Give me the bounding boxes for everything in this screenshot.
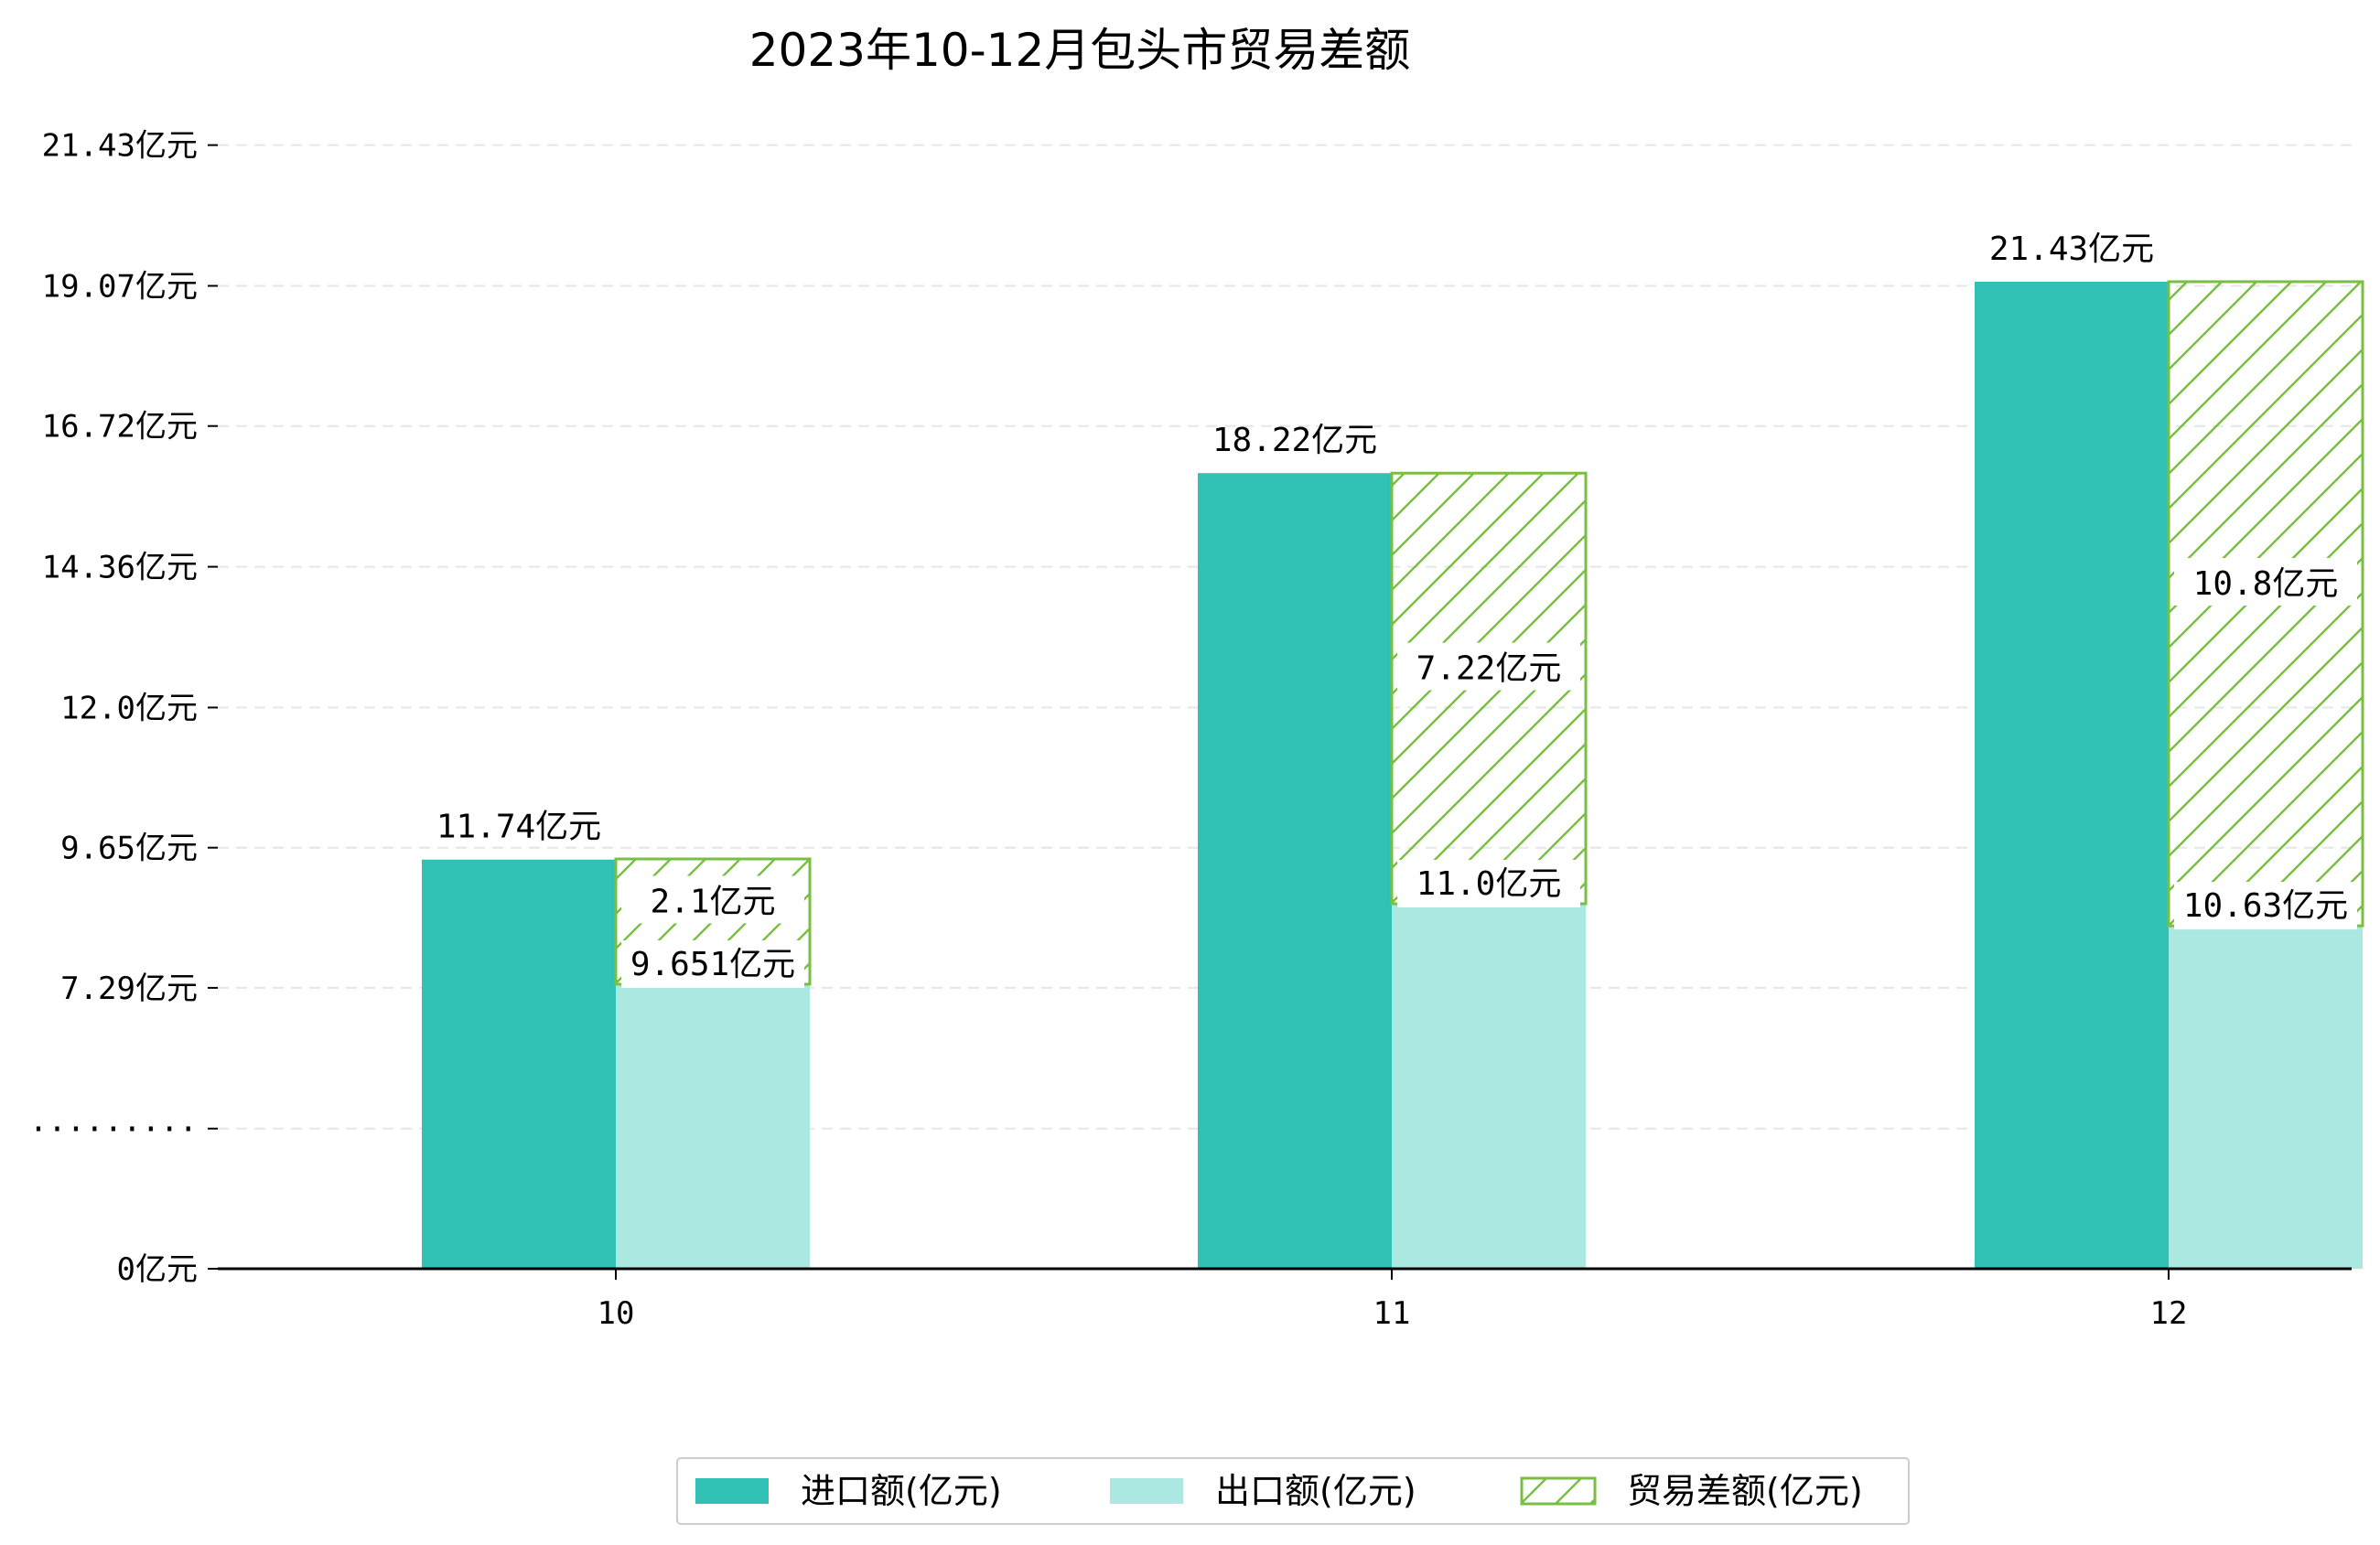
data-label-background — [1397, 642, 1580, 691]
data-label: 7.22亿元 — [1416, 650, 1562, 688]
axes: 0亿元 ········· 7.29亿元 9.65亿元 12.0亿元 14.36亿元 16.… — [29, 128, 2352, 1332]
y-tick-label: 16.72亿元 — [42, 409, 198, 445]
y-tick-label: 14.36亿元 — [42, 550, 198, 586]
data-label: 10.8亿元 — [2193, 565, 2339, 603]
data-label-background — [2174, 558, 2357, 606]
data-label-background — [1397, 859, 1580, 907]
x-tick-label: 10 — [598, 1295, 635, 1332]
y-tick-label: 7.29亿元 — [60, 971, 198, 1007]
data-label: 11.74亿元 — [436, 809, 601, 846]
y-tick-label: 21.43亿元 — [42, 128, 198, 165]
data-label: 11.0亿元 — [1416, 865, 1562, 903]
x-tick-label: 12 — [2150, 1295, 2188, 1332]
y-tick-label: 12.0亿元 — [60, 690, 198, 726]
data-label: 18.22亿元 — [1212, 422, 1377, 459]
data-label: 21.43亿元 — [1989, 231, 2154, 268]
data-label-background — [2174, 882, 2357, 930]
chart-title: 2023年10-12月包头市贸易差额 — [749, 24, 1411, 77]
bar-import — [422, 859, 616, 1269]
bars — [422, 280, 2364, 1270]
bar-export — [2169, 926, 2363, 1269]
y-tick-label: ········· — [29, 1111, 198, 1148]
legend-swatch-import — [695, 1478, 769, 1504]
data-label: 10.63亿元 — [2183, 887, 2348, 925]
bar-import — [1198, 473, 1392, 1269]
legend-label: 贸易差额(亿元) — [1627, 1471, 1863, 1511]
data-labels: 11.74亿元 9.651亿元 2.1亿元 18.22亿元 11.0亿元 7.22亿元 21… — [436, 231, 2357, 988]
legend-box — [676, 1457, 1910, 1525]
bar-export — [1392, 903, 1586, 1269]
data-label-background — [621, 939, 804, 988]
legend: 进口额(亿元) 出口额(亿元) 贸易差额(亿元) — [676, 1457, 1910, 1525]
legend-swatch-export — [1110, 1478, 1183, 1504]
bar-import — [1975, 281, 2169, 1270]
legend-label: 出口额(亿元) — [1215, 1471, 1416, 1511]
y-tick-label: 19.07亿元 — [42, 269, 198, 306]
data-label: 9.651亿元 — [630, 946, 795, 983]
legend-label: 进口额(亿元) — [801, 1471, 1002, 1511]
legend-swatch-balance — [1520, 1476, 1597, 1506]
data-label: 2.1亿元 — [650, 883, 775, 920]
y-tick-label: 9.65亿元 — [60, 831, 198, 867]
data-label-background — [621, 875, 804, 924]
x-tick-label: 11 — [1373, 1295, 1411, 1332]
bar-export — [616, 983, 810, 1269]
y-tick-label: 0亿元 — [117, 1251, 198, 1288]
